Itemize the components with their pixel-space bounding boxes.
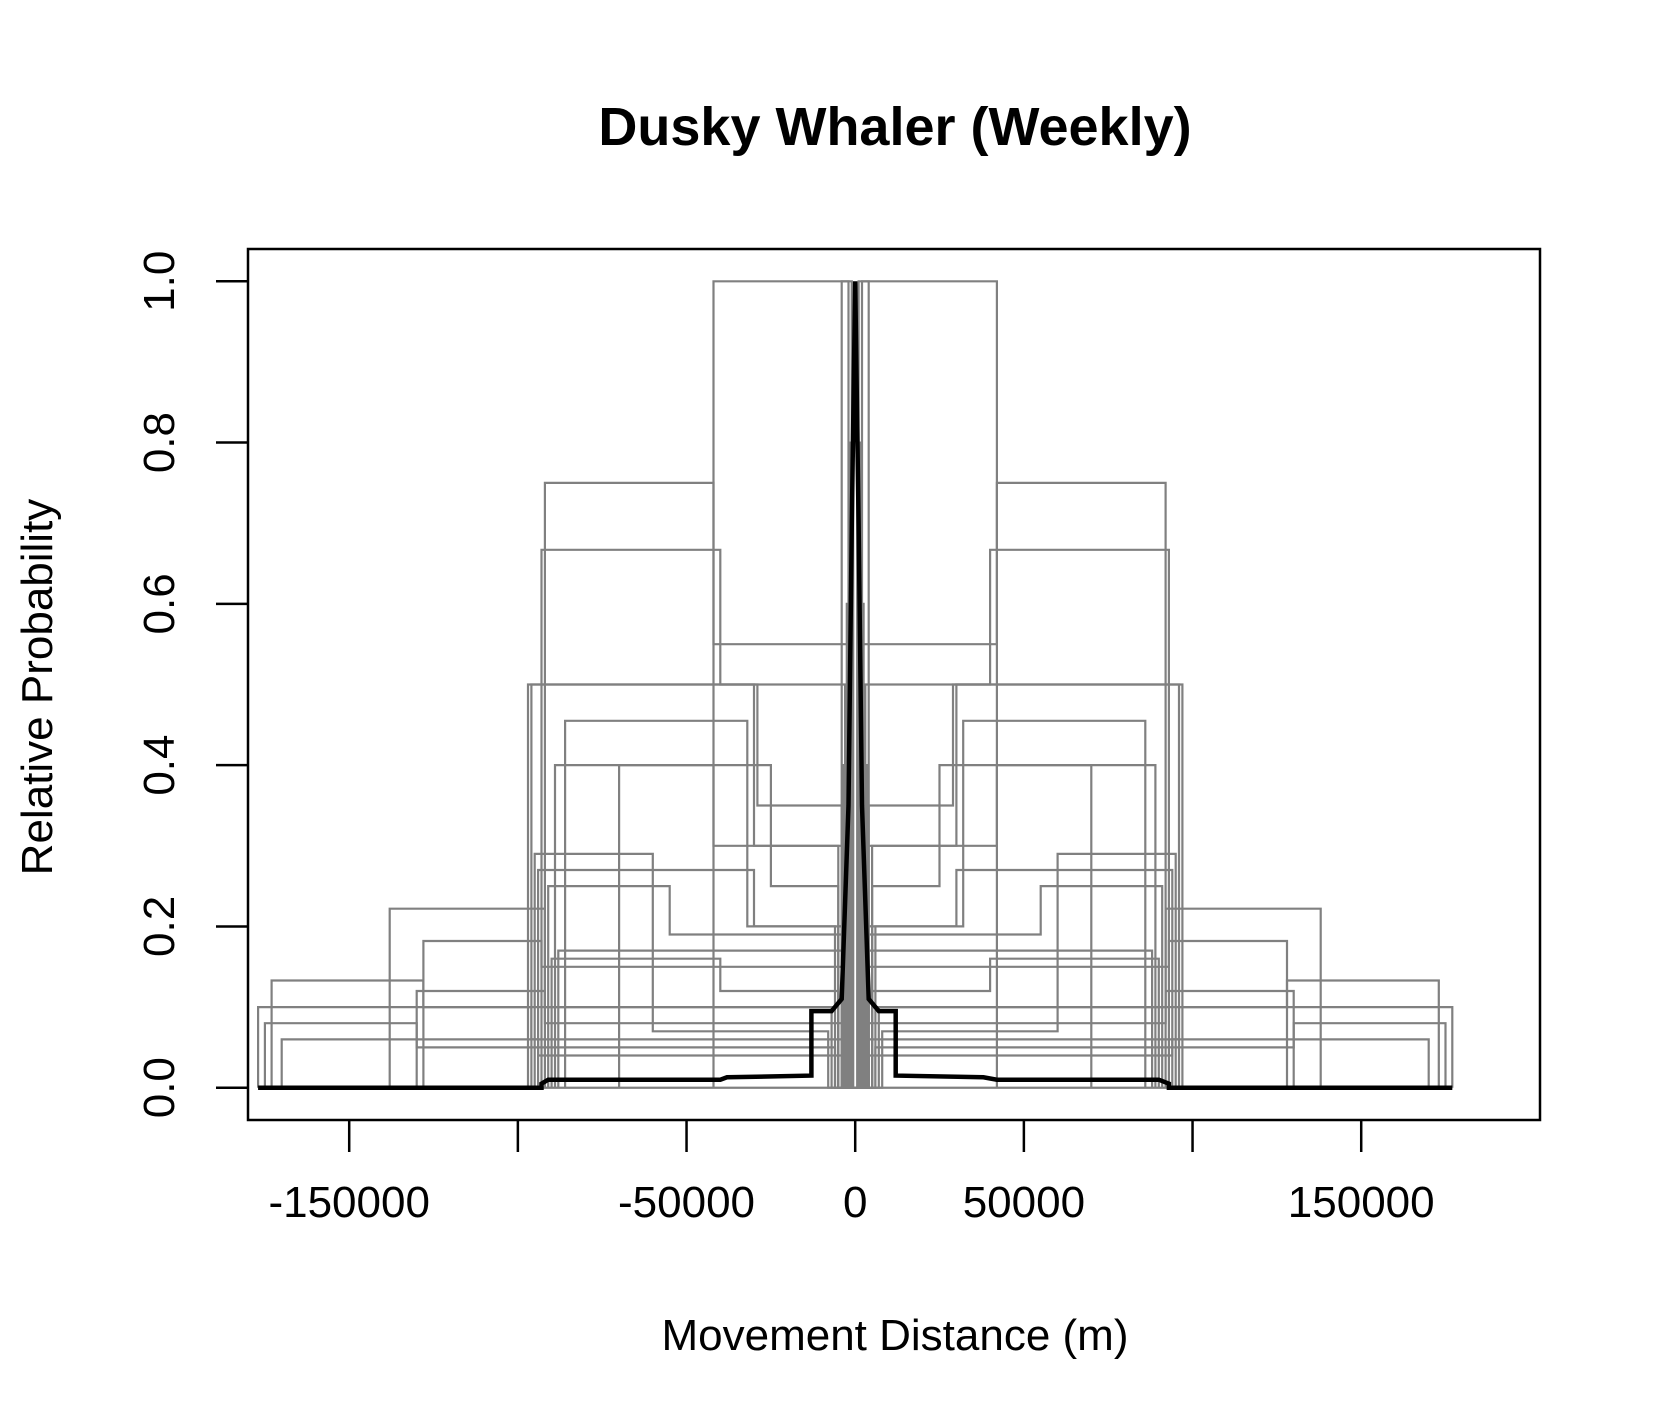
individual-profile-line — [422, 939, 1289, 1089]
x-tick-label: -150000 — [268, 1178, 429, 1227]
individual-profile-line — [547, 885, 1164, 1089]
x-tick-label: 150000 — [1288, 1178, 1435, 1227]
y-tick-label: 0.0 — [135, 1057, 184, 1118]
individual-profile-line — [270, 979, 1440, 1089]
x-tick-label: -50000 — [618, 1178, 755, 1227]
y-tick-label: 1.0 — [135, 251, 184, 312]
x-axis-label: Movement Distance (m) — [661, 1311, 1128, 1360]
plot-area — [257, 280, 1454, 1090]
individual-profile-line — [533, 852, 1177, 1089]
y-axis-label: Relative Probability — [13, 499, 62, 876]
y-tick-label: 0.4 — [135, 735, 184, 796]
axes: -150000 -50000 0 50000 150000 0.0 0.2 0.4 0.6 0.8… — [135, 247, 1542, 1227]
x-tick-label: 0 — [843, 1178, 867, 1227]
individual-profile-line — [557, 949, 1154, 1089]
individual-profile-line — [388, 907, 1322, 1089]
x-tick-label: 50000 — [963, 1178, 1085, 1227]
individual-profile-line — [543, 481, 1167, 1089]
plot-frame — [246, 247, 1542, 1122]
y-tick-label: 0.6 — [135, 573, 184, 634]
y-tick-label: 0.2 — [135, 896, 184, 957]
y-tick-label: 0.8 — [135, 412, 184, 473]
chart-title: Dusky Whaler (Weekly) — [598, 97, 1191, 157]
mean-profile-line — [258, 281, 1453, 1090]
individual-profile-line — [263, 1022, 1447, 1089]
